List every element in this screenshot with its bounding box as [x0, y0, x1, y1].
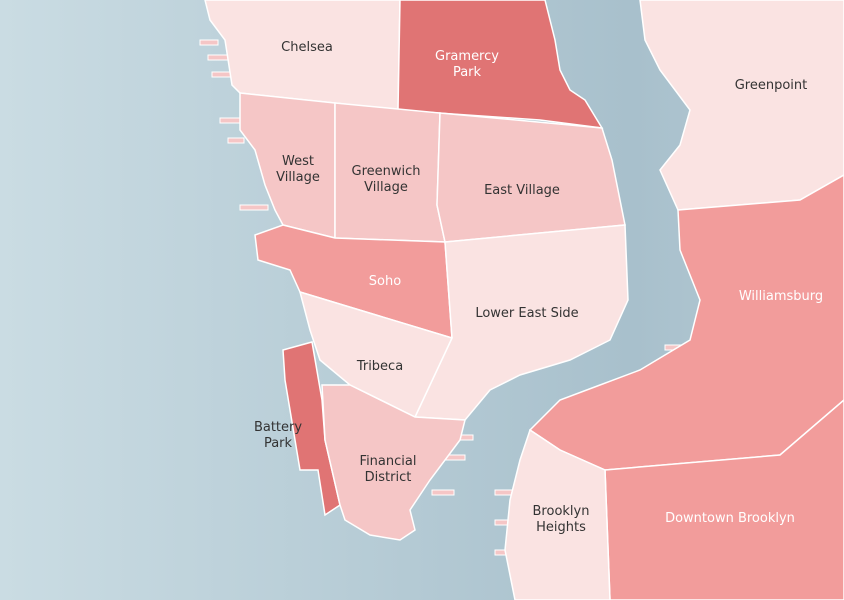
neighborhood-label: Gramercy Park — [435, 49, 499, 80]
neighborhood-label: Battery Park — [254, 420, 302, 451]
neighborhood[interactable] — [321, 384, 466, 541]
neighborhood-label: West Village — [276, 154, 320, 185]
label-line: Greenpoint — [735, 78, 808, 93]
neighborhood-label: Greenpoint — [735, 78, 808, 93]
label-line: Williamsburg — [739, 289, 823, 304]
neighborhood[interactable] — [282, 341, 341, 517]
neighborhood-label: Soho — [369, 274, 401, 289]
neighborhoods — [204, 0, 844, 600]
label-line: Village — [276, 170, 320, 185]
neighborhood[interactable] — [504, 428, 611, 600]
pier — [239, 204, 269, 211]
neighborhood-label: Greenwich Village — [352, 164, 421, 195]
neighborhood-label: Downtown Brooklyn — [665, 511, 795, 526]
label-line: West — [282, 154, 314, 169]
neighborhood[interactable] — [436, 112, 626, 243]
label-line: Park — [264, 436, 293, 451]
label-line: Battery — [254, 420, 302, 435]
label-line: Gramercy — [435, 49, 499, 64]
label-line: Downtown Brooklyn — [665, 511, 795, 526]
label-line: East Village — [484, 183, 560, 198]
neighborhood-label: Brooklyn Heights — [533, 504, 590, 535]
label-line: Village — [364, 180, 408, 195]
label-line: Chelsea — [281, 40, 333, 55]
pier — [199, 39, 219, 46]
neighborhood-label: Financial District — [360, 454, 417, 485]
neighborhood[interactable] — [639, 0, 844, 211]
pier — [431, 489, 455, 496]
label-line: Greenwich — [352, 164, 421, 179]
label-line: District — [365, 470, 412, 485]
label-line: Brooklyn — [533, 504, 590, 519]
neighborhood-label: Lower East Side — [475, 306, 578, 321]
neighborhood-label: East Village — [484, 183, 560, 198]
label-line: Park — [453, 65, 482, 80]
pier — [211, 71, 233, 78]
pier — [227, 137, 245, 144]
label-line: Heights — [536, 520, 586, 535]
label-line: Lower East Side — [475, 306, 578, 321]
label-line: Financial — [360, 454, 417, 469]
neighborhood-label: Tribeca — [356, 359, 403, 374]
neighborhood-label: Williamsburg — [739, 289, 823, 304]
pier — [219, 117, 243, 124]
label-line: Soho — [369, 274, 401, 289]
label-line: Tribeca — [356, 359, 403, 374]
neighborhood-label: Chelsea — [281, 40, 333, 55]
